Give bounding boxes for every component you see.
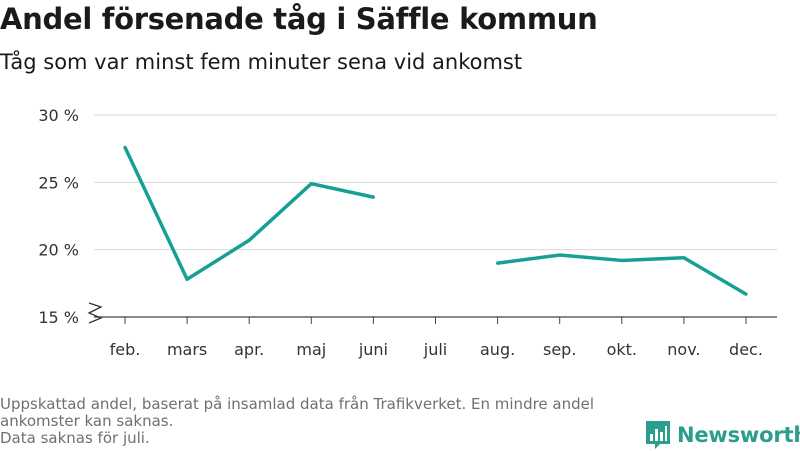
x-tick-label: dec. <box>729 340 763 359</box>
data-point <box>247 238 251 242</box>
series-line <box>123 146 374 282</box>
newsworthy-logo-icon <box>646 421 670 449</box>
x-tick-label: juni <box>358 340 388 359</box>
brand-name: Newsworthy <box>677 423 800 447</box>
y-tick-label: 20 % <box>38 241 79 260</box>
chart-subtitle: Tåg som var minst fem minuter sena vid a… <box>0 50 523 74</box>
data-point <box>185 277 189 281</box>
x-tick-label: feb. <box>110 340 141 359</box>
data-point <box>558 253 562 257</box>
data-point <box>371 195 375 199</box>
x-tick-label: nov. <box>667 340 700 359</box>
data-point <box>496 261 500 265</box>
data-point <box>744 292 748 296</box>
y-tick-label: 30 % <box>38 106 79 125</box>
x-tick-label: aug. <box>480 340 515 359</box>
data-point <box>620 258 624 263</box>
x-tick-label: mars <box>167 340 207 359</box>
x-tick-label: maj <box>296 340 326 359</box>
footnote-source: Uppskattad andel, baserat på insamlad da… <box>0 395 595 430</box>
x-tick-label: apr. <box>234 340 264 359</box>
data-point <box>682 256 686 260</box>
footnote-missing-data: Data saknas för juli. <box>0 429 150 447</box>
data-point <box>123 145 127 149</box>
footnote: Uppskattad andel, baserat på insamlad da… <box>0 396 640 447</box>
chart-title: Andel försenade tåg i Säffle kommun <box>0 2 598 36</box>
brand-logo: Newsworthy <box>645 419 800 451</box>
y-tick-label: 15 % <box>38 308 79 327</box>
data-point <box>309 182 313 186</box>
y-tick-label: 25 % <box>38 173 79 192</box>
x-tick-label: juli <box>423 340 447 359</box>
x-tick-label: sep. <box>543 340 576 359</box>
x-tick-label: okt. <box>607 340 637 359</box>
axis-break-icon <box>87 302 103 324</box>
